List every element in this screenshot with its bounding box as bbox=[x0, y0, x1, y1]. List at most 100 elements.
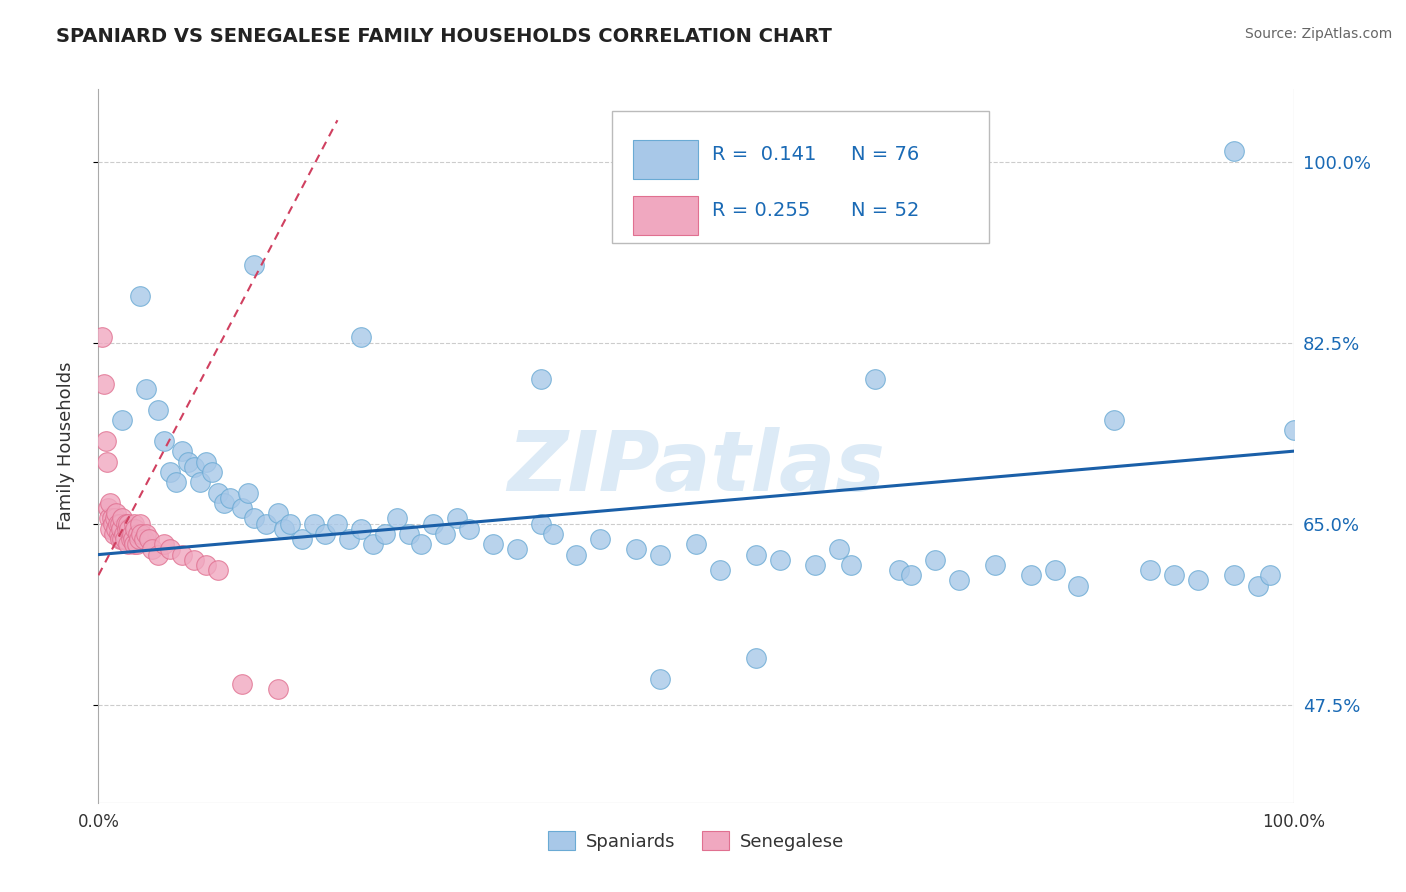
Point bbox=[148, 548, 170, 562]
Point bbox=[1258, 568, 1281, 582]
Point bbox=[530, 516, 553, 531]
Point bbox=[135, 527, 157, 541]
Point bbox=[434, 527, 457, 541]
Point bbox=[589, 532, 612, 546]
Point bbox=[117, 537, 139, 551]
Point bbox=[120, 532, 142, 546]
Point bbox=[326, 516, 349, 531]
Point bbox=[626, 542, 648, 557]
Point bbox=[115, 522, 138, 536]
Point bbox=[172, 548, 194, 562]
Point bbox=[195, 558, 218, 572]
Point bbox=[363, 537, 385, 551]
Point bbox=[153, 537, 176, 551]
Point bbox=[231, 501, 253, 516]
Point bbox=[243, 511, 266, 525]
Point bbox=[745, 548, 768, 562]
Point bbox=[254, 516, 277, 531]
Point bbox=[114, 532, 136, 546]
Point bbox=[98, 496, 122, 510]
Point bbox=[97, 501, 120, 516]
FancyBboxPatch shape bbox=[633, 196, 699, 235]
Point bbox=[267, 506, 290, 520]
Point bbox=[117, 516, 139, 531]
Point bbox=[207, 485, 229, 500]
Point bbox=[1043, 563, 1066, 577]
Point bbox=[105, 522, 128, 536]
FancyBboxPatch shape bbox=[613, 111, 988, 243]
Point bbox=[110, 522, 132, 536]
Point bbox=[565, 548, 588, 562]
Point bbox=[709, 563, 731, 577]
Point bbox=[745, 651, 768, 665]
Point bbox=[115, 516, 138, 531]
Point bbox=[1282, 424, 1305, 438]
Point bbox=[650, 672, 672, 686]
Point bbox=[91, 330, 114, 344]
Point bbox=[124, 522, 146, 536]
Point bbox=[96, 454, 118, 468]
Legend: Spaniards, Senegalese: Spaniards, Senegalese bbox=[540, 824, 852, 858]
Point bbox=[201, 465, 224, 479]
Point bbox=[650, 548, 672, 562]
Point bbox=[118, 522, 141, 536]
Point bbox=[1247, 579, 1270, 593]
Point bbox=[267, 681, 290, 696]
Point bbox=[111, 511, 134, 525]
Point bbox=[195, 454, 218, 468]
Point bbox=[108, 532, 131, 546]
Point bbox=[446, 511, 468, 525]
Y-axis label: Family Households: Family Households bbox=[56, 362, 75, 530]
Point bbox=[350, 522, 373, 536]
Point bbox=[900, 568, 922, 582]
Text: SPANIARD VS SENEGALESE FAMILY HOUSEHOLDS CORRELATION CHART: SPANIARD VS SENEGALESE FAMILY HOUSEHOLDS… bbox=[56, 27, 832, 45]
Point bbox=[172, 444, 194, 458]
Point bbox=[302, 516, 325, 531]
Point bbox=[315, 527, 337, 541]
Point bbox=[132, 532, 155, 546]
Point bbox=[129, 516, 152, 531]
Point bbox=[93, 376, 115, 391]
Point bbox=[236, 485, 259, 500]
Point bbox=[828, 542, 851, 557]
Point bbox=[374, 527, 396, 541]
Point bbox=[924, 553, 946, 567]
Point bbox=[685, 537, 707, 551]
Point bbox=[124, 516, 146, 531]
Point bbox=[141, 542, 163, 557]
Point bbox=[183, 459, 205, 474]
Point bbox=[125, 537, 148, 551]
Point bbox=[1223, 568, 1246, 582]
Point bbox=[122, 532, 145, 546]
Point bbox=[107, 527, 129, 541]
Point bbox=[385, 511, 409, 525]
Point bbox=[1163, 568, 1185, 582]
Point bbox=[111, 413, 134, 427]
FancyBboxPatch shape bbox=[633, 140, 699, 179]
Point bbox=[101, 516, 124, 531]
Point bbox=[243, 258, 266, 272]
Point bbox=[1139, 563, 1161, 577]
Text: N = 52: N = 52 bbox=[852, 201, 920, 220]
Point bbox=[530, 372, 553, 386]
Point bbox=[411, 537, 433, 551]
Point bbox=[177, 454, 200, 468]
Point bbox=[112, 527, 135, 541]
Point bbox=[769, 553, 792, 567]
Point bbox=[128, 532, 150, 546]
Point bbox=[121, 527, 143, 541]
Point bbox=[841, 558, 863, 572]
Point bbox=[1067, 579, 1090, 593]
Point bbox=[104, 511, 127, 525]
Text: R =  0.141: R = 0.141 bbox=[711, 145, 815, 164]
Point bbox=[1187, 574, 1209, 588]
Point bbox=[111, 532, 134, 546]
Point bbox=[100, 511, 122, 525]
Point bbox=[804, 558, 827, 572]
Point bbox=[278, 516, 301, 531]
Point bbox=[98, 522, 122, 536]
Point bbox=[865, 372, 887, 386]
Point bbox=[124, 537, 146, 551]
Point bbox=[159, 542, 181, 557]
Point bbox=[159, 465, 181, 479]
